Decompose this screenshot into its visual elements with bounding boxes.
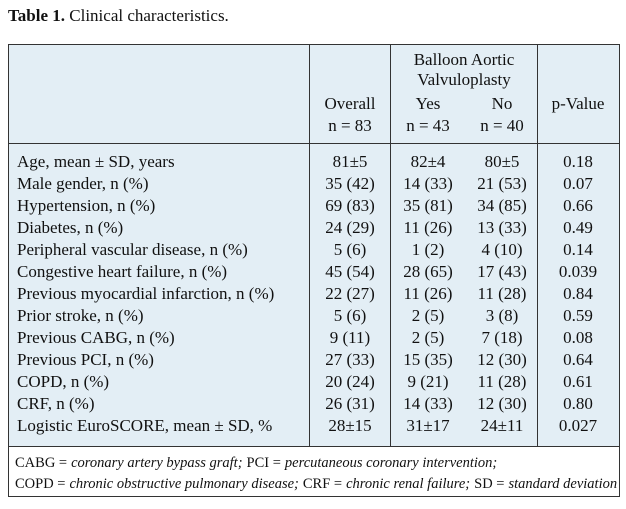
cell: 35 (81) — [403, 196, 453, 215]
group-header-line: Valvuloplasty — [417, 70, 511, 89]
cell: 14 (33) — [403, 394, 453, 413]
row-label: Previous CABG, n (%) — [17, 328, 175, 347]
footnote: CABG = coronary artery bypass graft; PCI =… — [15, 454, 497, 472]
column-rule — [537, 45, 538, 446]
cell: 82±4 — [410, 152, 446, 171]
row-label: Hypertension, n (%) — [17, 196, 156, 215]
row-label: CRF, n (%) — [17, 394, 95, 413]
cell: 11 (28) — [477, 284, 527, 303]
footnote-definition: chronic obstructive pulmonary disease; — [69, 476, 299, 492]
footnote-definition: standard deviation — [508, 476, 618, 492]
column-header: Overall — [324, 94, 376, 113]
row-label: Congestive heart failure, n (%) — [17, 262, 228, 281]
cell: 69 (83) — [325, 196, 375, 215]
table-title: Table 1. Clinical characteristics. — [8, 6, 229, 26]
cell: 81±5 — [332, 152, 368, 171]
cell: 5 (6) — [333, 306, 367, 325]
cell: 0.84 — [563, 284, 593, 303]
cell: 13 (33) — [477, 218, 527, 237]
footer-rule — [9, 446, 619, 447]
cell: 0.61 — [563, 372, 593, 391]
cell: 9 (21) — [407, 372, 449, 391]
cell: 0.08 — [563, 328, 593, 347]
cell: 80±5 — [484, 152, 520, 171]
cell: 1 (2) — [411, 240, 445, 259]
row-label: COPD, n (%) — [17, 372, 110, 391]
cell: 28 (65) — [403, 262, 453, 281]
row-label: Previous myocardial infarction, n (%) — [17, 284, 275, 303]
cell: 20 (24) — [325, 372, 375, 391]
cell: 34 (85) — [477, 196, 527, 215]
cell: 12 (30) — [477, 350, 527, 369]
row-label: Logistic EuroSCORE, mean ± SD, % — [17, 416, 273, 435]
cell: 21 (53) — [477, 174, 527, 193]
row-label: Peripheral vascular disease, n (%) — [17, 240, 248, 259]
cell: 0.027 — [558, 416, 598, 435]
cell: 2 (5) — [411, 328, 445, 347]
footnote: COPD = chronic obstructive pulmonary dise… — [15, 475, 617, 493]
cell: 0.49 — [563, 218, 593, 237]
footnote-definition: coronary artery bypass graft; — [71, 455, 243, 471]
cell: 0.64 — [563, 350, 593, 369]
cell: 4 (10) — [481, 240, 523, 259]
footnote-term: COPD = — [15, 476, 66, 492]
footnote-definition: percutaneous coronary intervention; — [284, 455, 498, 471]
cell: 17 (43) — [477, 262, 527, 281]
cell: 11 (28) — [477, 372, 527, 391]
cell: 0.66 — [563, 196, 593, 215]
cell: 31±17 — [406, 416, 450, 435]
column-header: No — [491, 94, 513, 113]
cell: 22 (27) — [325, 284, 375, 303]
row-label: Previous PCI, n (%) — [17, 350, 154, 369]
cell: 2 (5) — [411, 306, 445, 325]
cell: 0.14 — [563, 240, 593, 259]
footnote-definition: chronic renal failure; — [346, 476, 471, 492]
column-header: n = 40 — [480, 116, 524, 135]
cell: 45 (54) — [325, 262, 375, 281]
cell: 11 (26) — [403, 218, 453, 237]
group-header-line: Balloon Aortic — [413, 50, 515, 69]
cell: 27 (33) — [325, 350, 375, 369]
cell: 24 (29) — [325, 218, 375, 237]
row-label: Male gender, n (%) — [17, 174, 149, 193]
column-header: p-Value — [551, 94, 605, 113]
column-header: n = 43 — [406, 116, 450, 135]
cell: 24±11 — [480, 416, 524, 435]
row-label: Age, mean ± SD, years — [17, 152, 175, 171]
table-shading — [9, 45, 619, 446]
cell: 28±15 — [328, 416, 372, 435]
cell: 12 (30) — [477, 394, 527, 413]
row-label: Diabetes, n (%) — [17, 218, 124, 237]
table-label: Table 1. — [8, 6, 66, 25]
table-caption: Clinical characteristics. — [69, 6, 229, 25]
cell: 0.59 — [563, 306, 593, 325]
footnote-term: CABG = — [15, 455, 68, 471]
cell: 3 (8) — [485, 306, 519, 325]
cell: 7 (18) — [481, 328, 523, 347]
column-rule — [390, 45, 391, 446]
column-rule — [309, 45, 310, 446]
footnote-term: CRF = — [302, 476, 343, 492]
cell: 0.18 — [563, 152, 593, 171]
cell: 35 (42) — [325, 174, 375, 193]
footnote-term: PCI = — [246, 455, 281, 471]
footnote-term: SD = — [474, 476, 505, 492]
cell: 0.039 — [558, 262, 598, 281]
cell: 0.80 — [563, 394, 593, 413]
column-header: Yes — [415, 94, 441, 113]
cell: 5 (6) — [333, 240, 367, 259]
cell: 15 (35) — [403, 350, 453, 369]
column-header: n = 83 — [328, 116, 372, 135]
row-label: Prior stroke, n (%) — [17, 306, 144, 325]
cell: 0.07 — [563, 174, 593, 193]
cell: 14 (33) — [403, 174, 453, 193]
cell: 9 (11) — [329, 328, 371, 347]
cell: 26 (31) — [325, 394, 375, 413]
header-rule — [9, 143, 619, 144]
cell: 11 (26) — [403, 284, 453, 303]
